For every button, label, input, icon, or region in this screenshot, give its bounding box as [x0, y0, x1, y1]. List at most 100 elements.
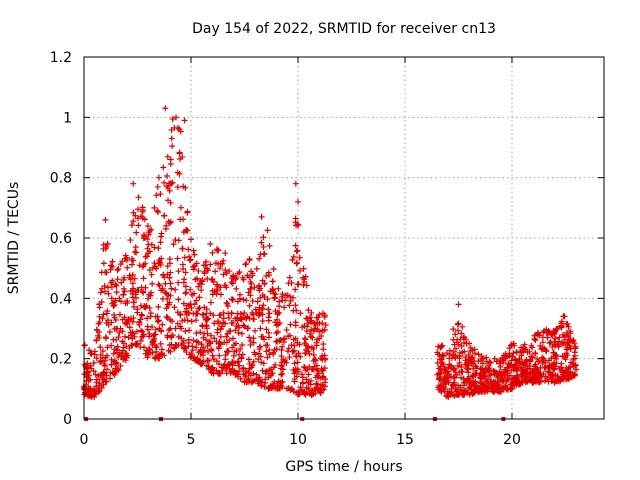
data-point	[293, 248, 300, 255]
data-point	[168, 126, 175, 133]
data-point	[238, 355, 245, 362]
data-point	[230, 352, 237, 359]
data-point	[114, 276, 121, 283]
data-point	[94, 327, 101, 334]
data-point	[562, 366, 569, 373]
data-point	[296, 341, 303, 348]
data-point	[105, 290, 112, 297]
data-point	[261, 383, 268, 390]
data-point	[209, 352, 216, 359]
data-points	[81, 105, 580, 401]
data-point	[310, 351, 317, 358]
data-point	[138, 311, 145, 318]
data-point	[199, 322, 206, 329]
data-point	[499, 355, 506, 362]
data-point	[266, 351, 273, 358]
data-point	[460, 382, 467, 389]
y-tick-label: 0	[63, 412, 72, 428]
y-axis-label: SRMTID / TECUs	[6, 182, 22, 295]
data-point	[184, 208, 191, 215]
data-point	[190, 337, 197, 344]
data-point	[207, 299, 214, 306]
data-point	[226, 361, 233, 368]
data-point	[193, 310, 200, 317]
x-tick-labels: 0 5 10 15 20	[80, 432, 521, 448]
data-point	[97, 344, 104, 351]
data-point	[109, 277, 116, 284]
data-point	[260, 302, 267, 309]
data-point	[158, 327, 165, 334]
data-point	[104, 240, 111, 247]
data-point	[285, 333, 292, 340]
data-point	[307, 319, 314, 326]
data-point	[225, 315, 232, 322]
data-point	[124, 352, 131, 359]
data-point	[320, 341, 327, 348]
data-point	[483, 383, 490, 390]
data-point	[552, 341, 559, 348]
data-point	[136, 321, 143, 328]
data-point	[159, 321, 166, 328]
data-point	[114, 366, 121, 373]
data-point	[469, 358, 476, 365]
data-point	[144, 222, 151, 229]
data-point	[154, 318, 161, 325]
data-point	[117, 362, 124, 369]
data-point	[269, 278, 276, 285]
data-point	[488, 384, 495, 391]
data-point	[446, 347, 453, 354]
data-point	[163, 313, 170, 320]
data-point	[303, 376, 310, 383]
data-point	[210, 312, 217, 319]
data-point	[509, 353, 516, 360]
data-point	[180, 337, 187, 344]
data-point	[88, 393, 95, 400]
data-point	[147, 310, 154, 317]
data-point	[466, 383, 473, 390]
data-point	[180, 300, 187, 307]
data-point	[232, 276, 239, 283]
data-point	[450, 365, 457, 372]
data-point	[310, 366, 317, 373]
data-point	[321, 326, 328, 333]
data-point	[129, 335, 136, 342]
data-point	[81, 391, 88, 398]
data-point	[211, 335, 218, 342]
data-point	[173, 114, 180, 121]
data-point	[259, 367, 266, 374]
data-point	[103, 366, 110, 373]
data-point	[139, 328, 146, 335]
data-point	[155, 174, 162, 181]
data-point	[227, 328, 234, 335]
data-point	[253, 309, 260, 316]
data-point	[295, 280, 302, 287]
data-point	[572, 361, 579, 368]
data-point	[318, 333, 325, 340]
data-point	[284, 292, 291, 299]
data-point	[469, 347, 476, 354]
data-point	[435, 384, 442, 391]
data-point	[289, 257, 296, 264]
data-point	[109, 258, 116, 265]
data-point	[182, 290, 189, 297]
data-point	[260, 234, 267, 241]
data-point	[185, 336, 192, 343]
data-point	[201, 304, 208, 311]
data-point	[167, 218, 174, 225]
data-point	[294, 359, 301, 366]
data-point	[270, 265, 277, 272]
data-point	[556, 365, 563, 372]
data-point	[108, 342, 115, 349]
data-point	[130, 218, 137, 225]
data-point	[531, 332, 538, 339]
data-point	[188, 351, 195, 358]
data-point	[447, 391, 454, 398]
data-point	[93, 376, 100, 383]
data-point	[135, 222, 142, 229]
data-point	[198, 287, 205, 294]
data-point	[259, 277, 266, 284]
data-point	[475, 351, 482, 358]
data-point	[91, 348, 98, 355]
data-point	[466, 340, 473, 347]
data-point	[472, 363, 479, 370]
